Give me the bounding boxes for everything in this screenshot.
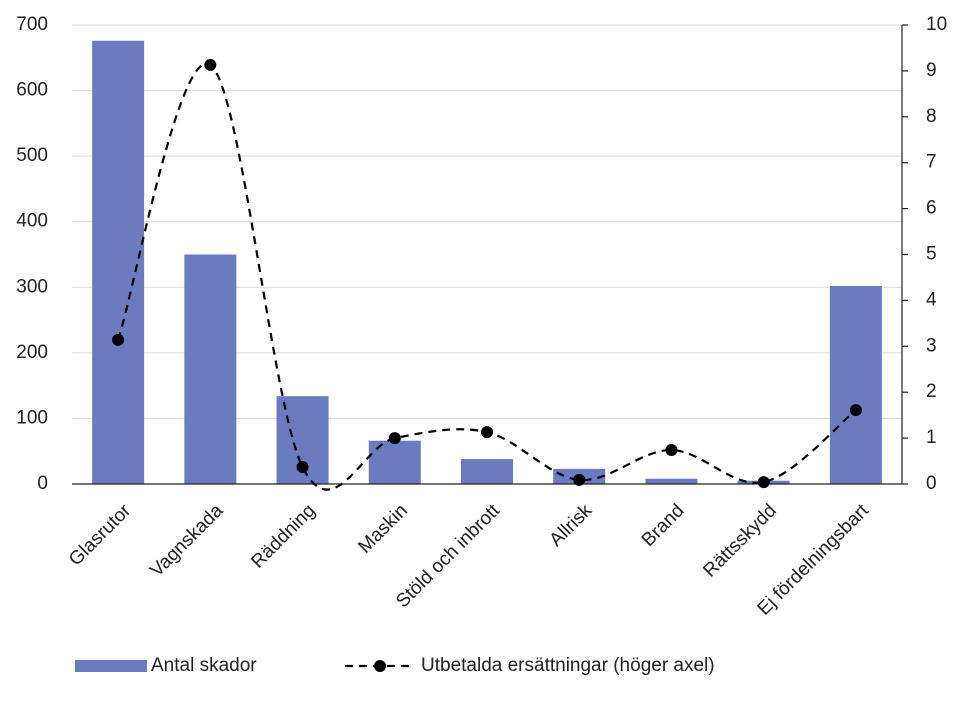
line-marker (204, 58, 217, 71)
y-tick-label: 400 (16, 211, 48, 232)
legend-label: Antal skador (151, 655, 257, 676)
x-tick-label: Glasrutor (65, 500, 136, 571)
bar (461, 459, 513, 484)
bar (92, 40, 145, 484)
line-marker (573, 473, 586, 486)
legend-label: Utbetalda ersättningar (höger axel) (421, 655, 715, 676)
y2-tick-label: 8 (926, 106, 937, 127)
bar (829, 285, 882, 484)
line-marker (849, 404, 862, 417)
y-tick-label: 0 (37, 473, 48, 494)
x-tick-label: Brand (638, 500, 689, 551)
x-tick-label: Allrisk (546, 500, 597, 551)
line-marker (112, 333, 125, 346)
y2-tick-label: 3 (926, 335, 937, 356)
y-tick-label: 200 (16, 342, 48, 363)
y2-tick-label: 4 (926, 289, 937, 310)
y2-tick-label: 0 (926, 473, 937, 494)
x-tick-label: Räddning (247, 500, 319, 572)
legend-marker (374, 660, 386, 672)
line-marker (757, 476, 770, 489)
y-tick-label: 700 (16, 14, 48, 35)
y2-tick-label: 7 (926, 152, 937, 173)
y2-tick-label: 2 (926, 381, 937, 402)
y2-tick-label: 1 (926, 427, 937, 448)
bar (184, 254, 237, 484)
y-tick-label: 600 (16, 80, 48, 101)
y-tick-label: 300 (16, 276, 48, 297)
y2-tick-label: 5 (926, 244, 937, 265)
x-tick-label: Vagnskada (146, 500, 227, 581)
y2-tick-label: 9 (926, 60, 937, 81)
y2-tick-label: 10 (926, 14, 947, 35)
x-tick-label: Maskin (354, 500, 411, 557)
legend-swatch (75, 660, 147, 672)
line-marker (665, 444, 678, 457)
line-marker (388, 432, 401, 445)
line-marker (296, 461, 309, 474)
line-marker (481, 426, 493, 439)
bar (645, 478, 698, 484)
y-tick-label: 100 (16, 407, 48, 428)
y2-tick-label: 6 (926, 198, 937, 219)
y-tick-label: 500 (16, 145, 48, 166)
x-tick-label: Rättsskydd (699, 500, 780, 581)
bar (368, 440, 421, 484)
